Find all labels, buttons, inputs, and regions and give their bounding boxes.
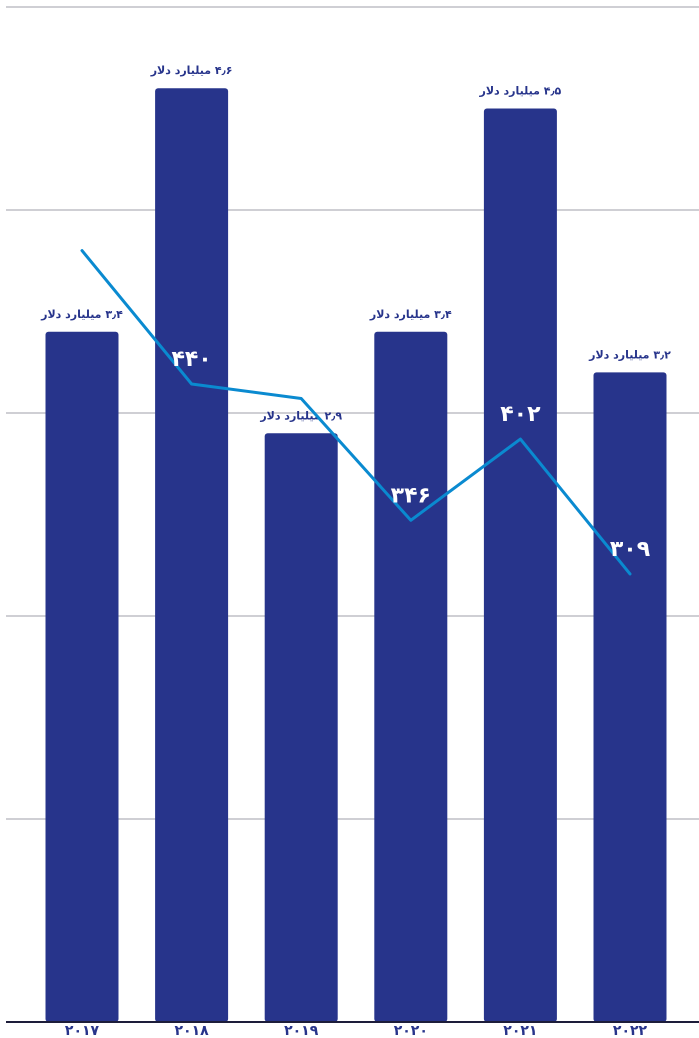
bar [45, 331, 119, 1022]
bar [374, 331, 448, 1022]
bar [155, 88, 229, 1022]
line-value-label: ۵۳۲ [62, 214, 103, 239]
line-value-label: ۴۰۲ [500, 402, 541, 427]
bar-value-label: ۳٫۲ میلیارد دلار [588, 348, 671, 361]
line-value-label: ۳۴۶ [391, 483, 431, 508]
bar-value-label: ۳٫۴ میلیارد دلار [369, 308, 452, 321]
x-tick-label: ۲۰۱۷ [65, 1023, 100, 1038]
x-tick-label: ۲۰۱۸ [175, 1023, 210, 1038]
line-value-label: ۴۳۰ [281, 362, 321, 387]
bar-value-label: ۳٫۴ میلیارد دلار [40, 308, 123, 321]
bar-value-label: ۴٫۶ میلیارد دلار [150, 64, 233, 77]
bar [264, 433, 338, 1022]
bar [593, 372, 667, 1022]
bar-value-label: ۴٫۵ میلیارد دلار [479, 85, 562, 98]
x-tick-label: ۲۰۱۹ [284, 1023, 319, 1038]
line-value-label: ۴۴۰ [171, 347, 211, 372]
x-tick-label: ۲۰۲۱ [503, 1023, 537, 1038]
bar [483, 108, 557, 1022]
line-value-label: ۳۰۹ [610, 537, 650, 562]
bar-value-label: ۲٫۹ میلیارد دلار [259, 409, 342, 422]
x-tick-label: ۲۰۲۰ [394, 1023, 428, 1038]
x-tick-label: ۲۰۲۲ [613, 1023, 648, 1038]
line-series [80, 249, 632, 576]
